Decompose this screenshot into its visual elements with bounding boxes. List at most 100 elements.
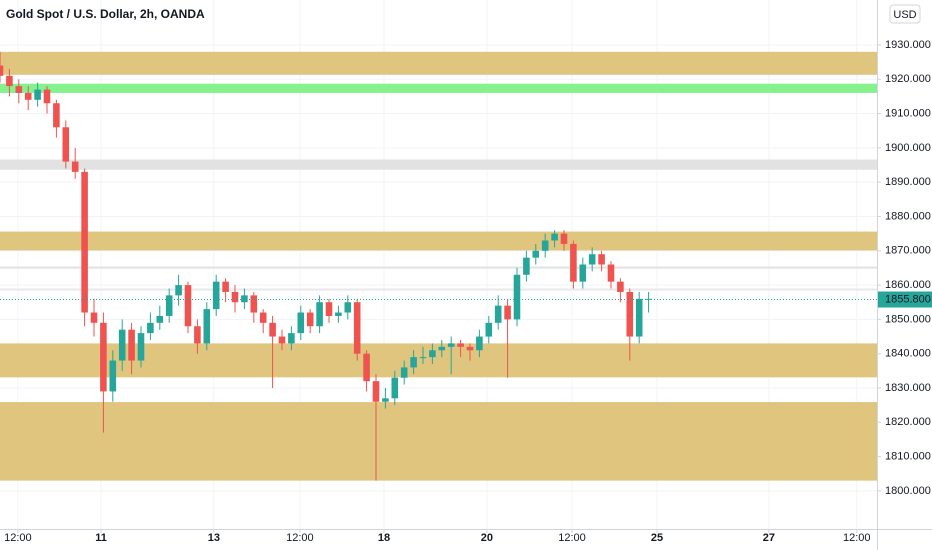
candle-body xyxy=(288,333,295,344)
candle-body xyxy=(532,250,540,258)
x-tick-label: 12:00 xyxy=(4,532,32,544)
x-tick-label: 12:00 xyxy=(843,532,871,544)
candle-body xyxy=(118,329,126,361)
candle-body xyxy=(523,257,530,275)
candle-body xyxy=(81,171,88,313)
x-tick-label: 20 xyxy=(481,532,493,544)
y-tick-label: 1900.000 xyxy=(885,142,931,154)
candle-body xyxy=(15,86,23,93)
zone xyxy=(0,51,877,75)
candle-body xyxy=(231,291,239,303)
candle-body xyxy=(353,302,361,354)
candle-body xyxy=(372,381,380,402)
x-tick-label: 12:00 xyxy=(558,532,586,544)
x-tick-label: 12:00 xyxy=(286,532,314,544)
last-price-badge xyxy=(878,291,932,308)
y-tick-label: 1800.000 xyxy=(885,485,931,497)
candle-body xyxy=(100,322,107,392)
candle-body xyxy=(222,281,229,292)
candle-body xyxy=(607,264,615,282)
candle-body xyxy=(278,336,286,344)
candle-body xyxy=(269,322,276,337)
y-tick-label: 1860.000 xyxy=(885,279,931,291)
candle-body xyxy=(391,377,399,399)
candle-body xyxy=(466,346,474,351)
candle-body xyxy=(175,285,182,296)
candle-body xyxy=(212,281,220,310)
candle-body xyxy=(560,233,568,244)
candle-body xyxy=(504,305,511,320)
candle-body xyxy=(137,333,145,361)
candle-body xyxy=(203,309,211,344)
candle-body xyxy=(62,127,70,162)
y-tick-label: 1890.000 xyxy=(885,176,931,188)
candle-body xyxy=(43,89,51,104)
axes: 1800.000 1810.000 1820.000 1830.000 1840.000… xyxy=(4,39,932,544)
currency-label[interactable]: USD xyxy=(893,9,916,21)
candle-body xyxy=(156,315,164,323)
candle-body xyxy=(184,285,192,327)
candle-body xyxy=(617,281,624,292)
x-tick-label: 27 xyxy=(763,532,775,544)
candle-body xyxy=(297,312,305,334)
candle-body xyxy=(588,254,596,265)
last-price-label: 1855.800 xyxy=(885,293,931,305)
y-tick-label: 1910.000 xyxy=(885,107,931,119)
candle-body xyxy=(494,305,502,323)
candle-body xyxy=(570,243,577,282)
candle-body xyxy=(316,302,323,327)
candle-body xyxy=(541,240,549,251)
zone xyxy=(0,402,877,481)
candle-body xyxy=(438,346,446,351)
candle-body xyxy=(551,233,558,241)
candle-body xyxy=(6,75,13,87)
candle-body xyxy=(71,161,79,172)
zone xyxy=(0,83,877,93)
candle-body xyxy=(24,92,32,100)
candle-body xyxy=(382,398,389,402)
candle-body xyxy=(485,322,493,337)
candle-body xyxy=(410,357,417,368)
candle-body xyxy=(626,291,634,337)
y-tick-label: 1880.000 xyxy=(885,210,931,222)
y-tick-label: 1920.000 xyxy=(885,73,931,85)
candles xyxy=(0,51,877,481)
x-tick-label: 18 xyxy=(378,532,390,544)
chart-title: Gold Spot / U.S. Dollar, 2h, OANDA xyxy=(6,7,205,21)
zone xyxy=(0,288,877,291)
zones xyxy=(0,51,877,481)
y-tick-label: 1850.000 xyxy=(885,313,931,325)
candle-body xyxy=(635,298,643,337)
candle-body xyxy=(128,329,135,361)
candle-body xyxy=(429,350,436,358)
candle-body xyxy=(513,274,521,320)
candle-body xyxy=(363,353,370,382)
x-tick-label: 13 xyxy=(208,532,220,544)
x-tick-label: 11 xyxy=(95,532,107,544)
candle-body xyxy=(194,326,201,344)
candle-body xyxy=(250,295,258,313)
candle-body xyxy=(109,360,117,392)
candle-body xyxy=(325,302,333,316)
candle-body xyxy=(0,65,4,76)
y-tick-label: 1840.000 xyxy=(885,348,931,360)
candle-body xyxy=(90,312,98,323)
candle-body xyxy=(241,295,248,303)
candle-body xyxy=(147,322,154,334)
currency-button[interactable] xyxy=(889,4,921,24)
candle-body xyxy=(306,312,314,327)
candle-body xyxy=(457,343,464,347)
candle-body xyxy=(259,312,267,323)
candle-body xyxy=(34,89,41,100)
x-tick-label: 25 xyxy=(651,532,663,544)
zone xyxy=(0,159,877,170)
y-tick-label: 1870.000 xyxy=(885,245,931,257)
candle-body xyxy=(400,367,408,378)
candle-body xyxy=(419,357,427,359)
y-tick-label: 1830.000 xyxy=(885,382,931,394)
candle-body xyxy=(344,302,352,313)
candle-body xyxy=(598,254,605,265)
candle-body xyxy=(579,264,587,282)
zone xyxy=(0,231,877,251)
